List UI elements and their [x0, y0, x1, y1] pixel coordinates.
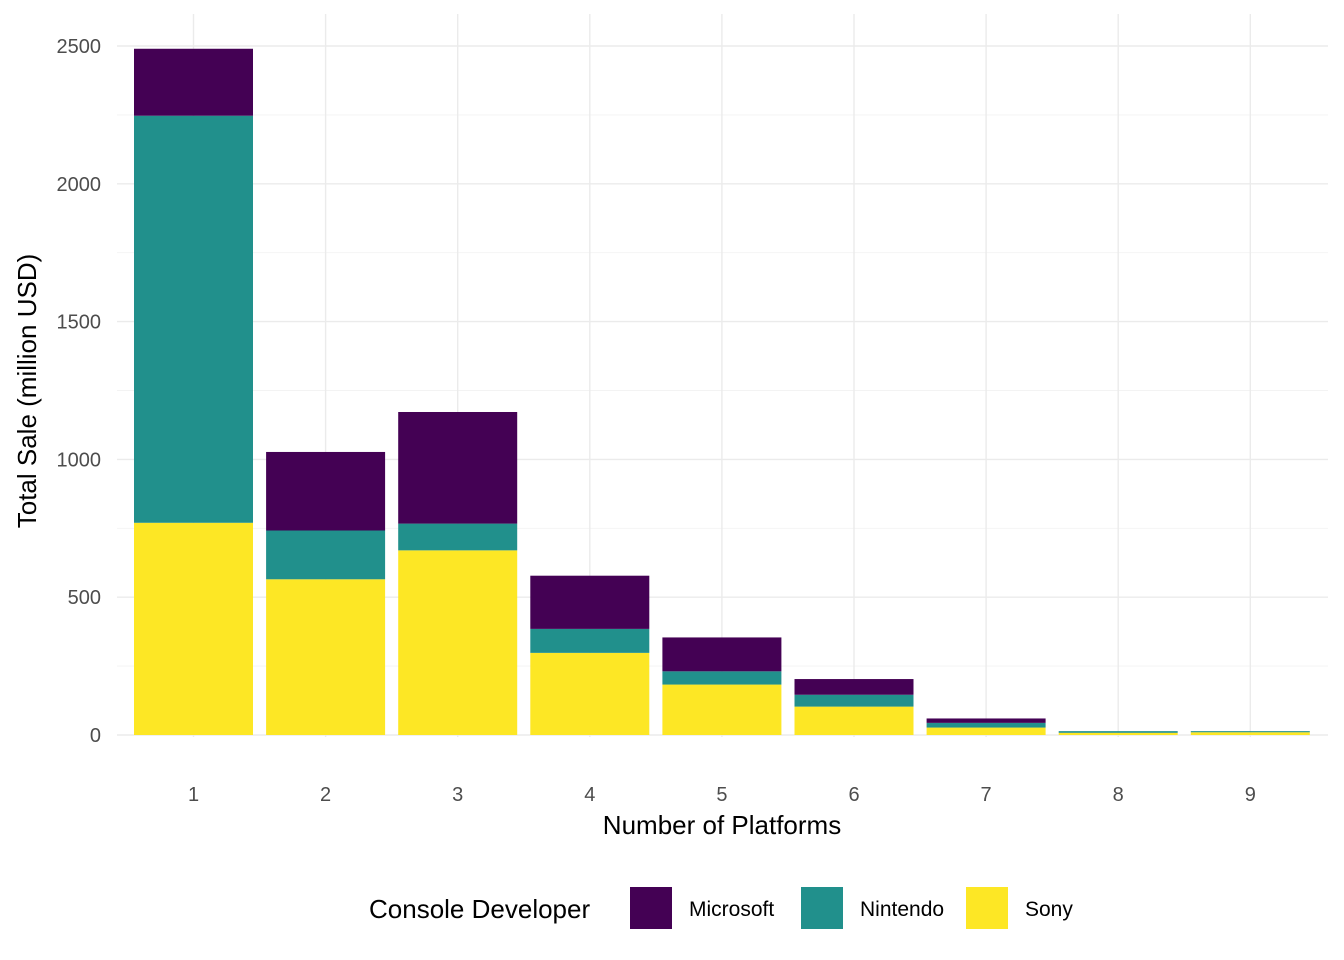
x-tick-label: 9 [1245, 784, 1256, 806]
bar-sony-6 [794, 706, 914, 735]
bar-microsoft-2 [266, 451, 386, 531]
bar-microsoft-5 [662, 637, 782, 672]
bar-microsoft-7 [926, 718, 1046, 723]
legend: Console Developer Microsoft Nintendo Sony [369, 887, 1073, 929]
bar-sony-9 [1190, 732, 1310, 735]
bar-microsoft-4 [530, 575, 650, 629]
bar-nintendo-4 [530, 628, 650, 653]
y-tick-label: 2000 [57, 174, 102, 196]
y-tick-label: 1000 [57, 449, 102, 471]
x-tick-label: 8 [1113, 784, 1124, 806]
bar-sony-1 [134, 522, 253, 735]
bar-sony-5 [662, 684, 782, 735]
legend-label-sony: Sony [1025, 898, 1073, 921]
legend-label-microsoft: Microsoft [689, 898, 774, 921]
bar-sony-7 [926, 727, 1046, 735]
legend-label-nintendo: Nintendo [860, 898, 944, 921]
bar-nintendo-7 [926, 722, 1046, 728]
x-axis-ticks: 1 2 3 4 5 6 7 8 9 [188, 784, 1256, 806]
bar-nintendo-2 [266, 530, 386, 580]
bar-nintendo-5 [662, 671, 782, 685]
y-axis-title: Total Sale (million USD) [12, 254, 42, 529]
x-tick-label: 6 [848, 784, 859, 806]
x-tick-label: 2 [320, 784, 331, 806]
bar-sony-8 [1058, 732, 1178, 735]
y-tick-label: 2500 [57, 36, 102, 58]
legend-key-nintendo [801, 887, 843, 929]
bar-nintendo-8 [1058, 731, 1178, 733]
legend-key-sony [966, 887, 1008, 929]
bars [134, 48, 1310, 735]
y-tick-label: 1500 [57, 312, 102, 334]
legend-title: Console Developer [369, 894, 590, 924]
x-tick-label: 1 [188, 784, 199, 806]
x-axis-title: Number of Platforms [603, 810, 841, 840]
bar-nintendo-3 [398, 523, 518, 551]
bar-microsoft-6 [794, 679, 914, 695]
bar-microsoft-3 [398, 411, 518, 524]
bar-sony-2 [266, 579, 386, 735]
legend-key-microsoft [630, 887, 672, 929]
x-tick-label: 4 [584, 784, 595, 806]
x-tick-label: 5 [716, 784, 727, 806]
bar-nintendo-6 [794, 694, 914, 707]
bar-sony-3 [398, 550, 518, 735]
y-axis-ticks: 0 500 1000 1500 2000 2500 [57, 36, 102, 747]
y-tick-label: 0 [90, 725, 101, 747]
x-tick-label: 3 [452, 784, 463, 806]
bar-sony-4 [530, 652, 650, 735]
bar-nintendo-9 [1190, 731, 1310, 733]
x-tick-label: 7 [981, 784, 992, 806]
y-tick-label: 500 [68, 587, 101, 609]
bar-microsoft-1 [134, 48, 253, 116]
bar-nintendo-1 [134, 115, 253, 523]
